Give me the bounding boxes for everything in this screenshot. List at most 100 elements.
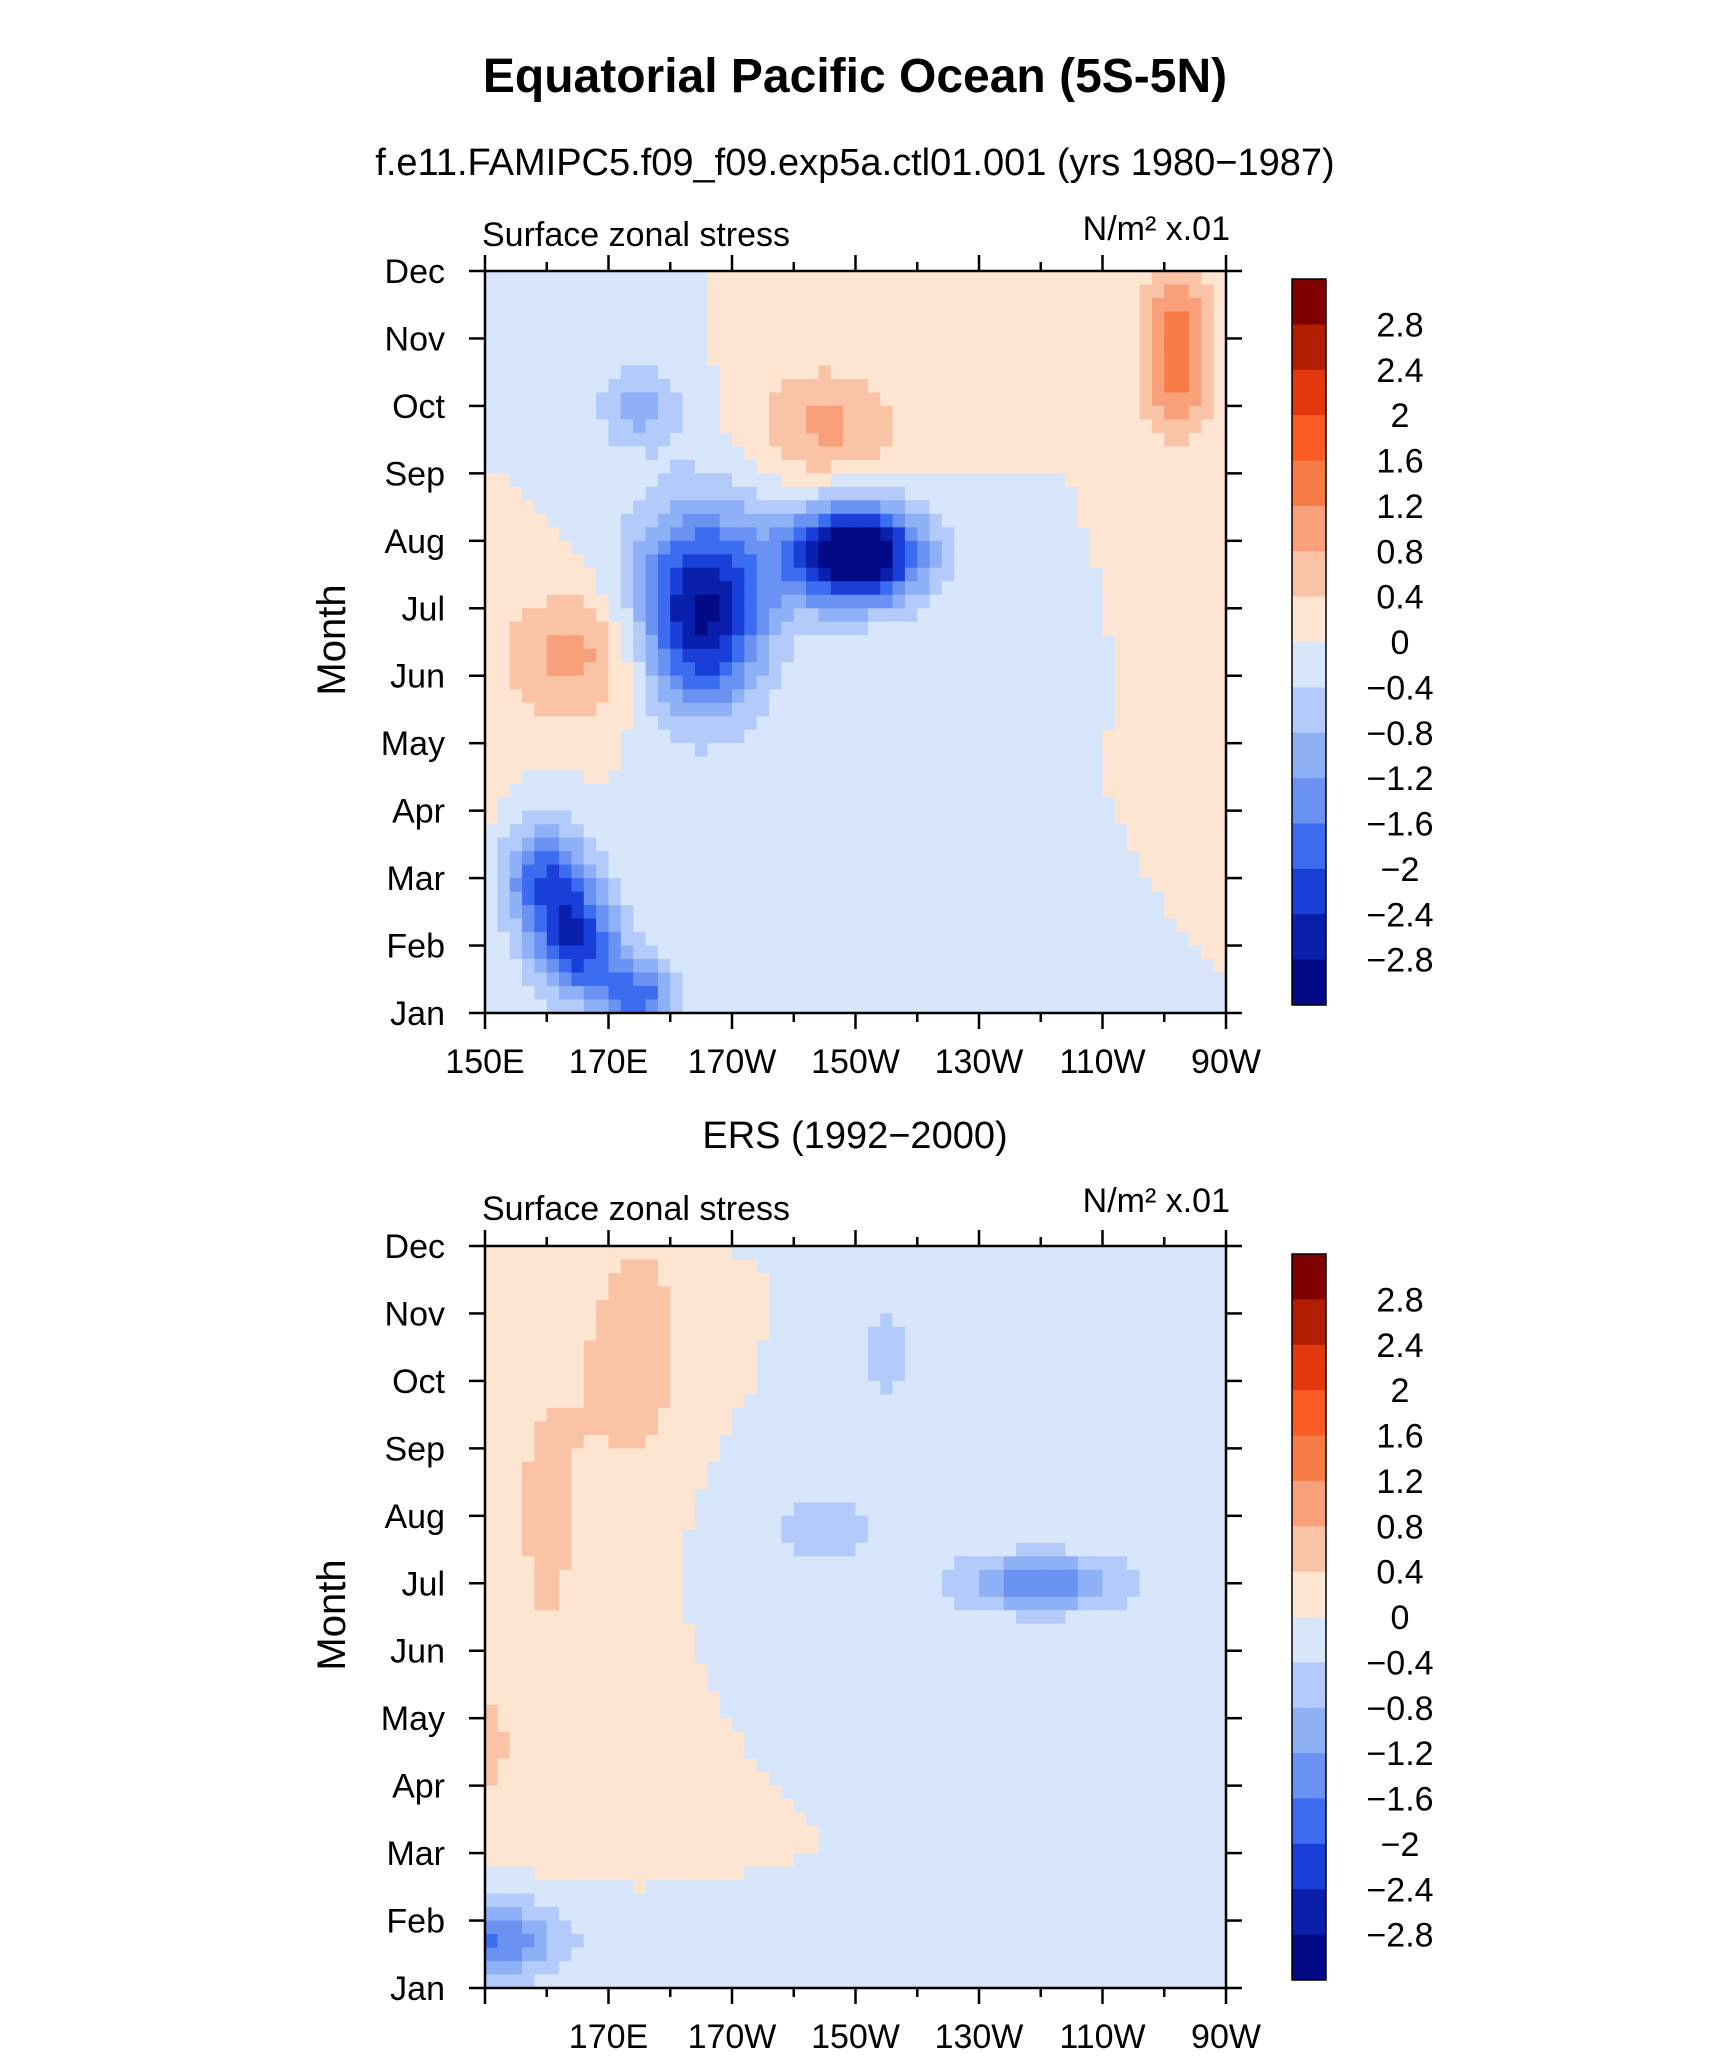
contour-cell [608, 1434, 622, 1449]
contour-cell [620, 459, 634, 474]
contour-cell [1213, 905, 1227, 920]
contour-cell [1139, 999, 1153, 1014]
contour-cell [904, 540, 918, 555]
contour-cell [559, 1313, 573, 1328]
contour-cell [608, 1569, 622, 1584]
contour-cell [682, 1583, 696, 1598]
contour-cell [645, 1259, 659, 1274]
contour-cell [1213, 311, 1227, 326]
contour-cell [522, 540, 535, 555]
contour-cell [657, 621, 671, 636]
contour-cell [608, 324, 622, 340]
contour-cell [991, 419, 1005, 434]
contour-cell [769, 797, 782, 812]
contour-cell [571, 1421, 585, 1436]
contour-cell [806, 1488, 820, 1503]
contour-cell [1139, 729, 1153, 744]
panel-1: f.e11.FAMIPC5.f09_f09.exp5a.ctl01.001 (y… [310, 142, 1434, 1081]
contour-cell [966, 716, 980, 731]
contour-cell [904, 675, 918, 690]
contour-cell [485, 918, 498, 933]
y-tick-label: May [381, 725, 445, 763]
contour-cell [756, 1380, 770, 1395]
contour-cell [497, 851, 511, 866]
contour-cell [534, 1583, 548, 1598]
contour-cell [1151, 837, 1165, 852]
contour-cell [620, 621, 634, 636]
contour-cell [670, 324, 684, 340]
contour-cell [941, 905, 955, 920]
contour-cell [904, 1515, 918, 1530]
contour-cell [732, 1583, 745, 1598]
contour-cell [917, 662, 931, 677]
contour-cell [991, 1488, 1005, 1503]
contour-cell [1201, 729, 1215, 744]
contour-cell [1028, 891, 1042, 906]
contour-cell [1077, 527, 1091, 542]
contour-cell [1213, 621, 1227, 636]
contour-cell [657, 648, 671, 663]
contour-cell [645, 324, 659, 340]
contour-cell [707, 1434, 721, 1449]
contour-cell [559, 1353, 573, 1369]
contour-cell [1003, 432, 1017, 447]
contour-cell [830, 1502, 844, 1517]
contour-cell [559, 689, 573, 704]
contour-cell [559, 405, 573, 420]
contour-cell [979, 554, 992, 569]
contour-cell [818, 716, 832, 731]
contour-cell [1139, 1461, 1153, 1476]
contour-cell [991, 851, 1005, 866]
contour-cell [509, 797, 523, 812]
contour-cell [966, 878, 980, 893]
contour-cell [1090, 1380, 1104, 1395]
contour-cell [941, 756, 955, 771]
contour-cell [917, 702, 931, 717]
contour-cell [855, 675, 869, 690]
contour-cell [657, 459, 671, 474]
contour-cell [1164, 689, 1178, 704]
contour-cell [485, 945, 498, 960]
contour-cell [793, 1407, 807, 1422]
contour-cell [929, 945, 943, 960]
contour-cell [596, 540, 610, 555]
contour-cell [892, 824, 906, 839]
contour-cell [880, 459, 894, 474]
contour-cell [1028, 783, 1042, 798]
contour-cell [633, 986, 647, 1001]
contour-cell [991, 702, 1005, 717]
contour-cell [1040, 1394, 1054, 1409]
contour-cell [707, 905, 721, 920]
contour-cell [1090, 500, 1104, 515]
contour-cell [620, 1353, 634, 1369]
contour-cell [509, 1407, 523, 1422]
contour-cell [1053, 1583, 1067, 1598]
contour-cell [608, 851, 622, 866]
contour-cell [904, 1299, 918, 1315]
contour-cell [497, 1556, 511, 1571]
contour-cell [657, 1448, 671, 1463]
contour-cell [1114, 1246, 1128, 1261]
contour-cell [1077, 959, 1091, 974]
contour-cell [1040, 999, 1054, 1014]
contour-cell [522, 743, 535, 758]
contour-cell [608, 540, 622, 555]
contour-cell [559, 770, 573, 785]
contour-cell [917, 405, 931, 420]
contour-cell [1164, 1434, 1178, 1449]
contour-cell [793, 1246, 807, 1261]
contour-cell [769, 297, 782, 313]
contour-cell [941, 1448, 955, 1463]
contour-cell [954, 459, 968, 474]
contour-cell [1164, 959, 1178, 974]
contour-cell [793, 905, 807, 920]
contour-cell [1040, 905, 1054, 920]
contour-cell [633, 284, 647, 299]
contour-cell [929, 743, 943, 758]
contour-cell [694, 621, 708, 636]
contour-cell [818, 1488, 832, 1503]
contour-cell [1176, 527, 1190, 542]
contour-cell [954, 824, 968, 839]
contour-cell [744, 864, 758, 879]
contour-cell [1053, 594, 1067, 609]
